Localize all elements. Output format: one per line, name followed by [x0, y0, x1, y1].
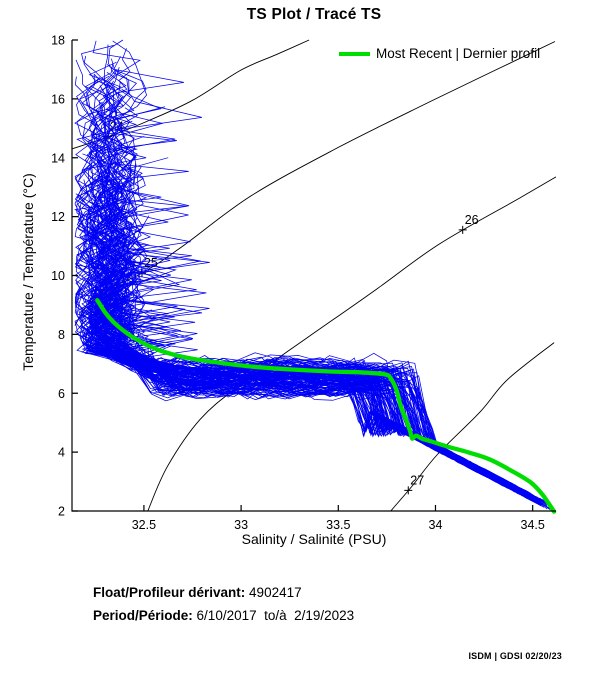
profile-trace [96, 80, 494, 480]
profile-trace [78, 101, 506, 483]
profile-trace [84, 64, 524, 497]
y-tick-label: 10 [51, 269, 65, 283]
profile-trace [103, 40, 498, 478]
profile-trace [87, 70, 499, 478]
period-label: Period/Période: [93, 608, 193, 623]
profile-trace [84, 153, 506, 482]
y-tick-label: 4 [58, 446, 65, 460]
isopycnal-contours [71, 39, 557, 512]
profile-trace [95, 163, 496, 483]
legend-label: Most Recent | Dernier profil [376, 46, 541, 61]
y-tick-label: 16 [51, 92, 65, 106]
x-axis-label: Salinity / Salinité (PSU) [241, 531, 387, 547]
profile-trace [84, 83, 529, 500]
profile-trace [96, 187, 510, 485]
x-tick-label: 33.5 [326, 518, 350, 532]
period-value: 6/10/2017 to/à 2/19/2023 [192, 608, 355, 623]
x-tick-label: 34 [429, 518, 443, 532]
y-tick-label: 18 [51, 34, 65, 48]
profile-trace [89, 274, 492, 475]
profile-trace [105, 107, 518, 489]
credit-text: ISDM | GDSI 02/20/23 [468, 651, 562, 661]
axis-lines [71, 40, 556, 512]
profile-trace [96, 308, 531, 499]
float-id-line: Float/Profileur dérivant: 4902417 [78, 570, 302, 615]
legend: Most Recent | Dernier profil [339, 46, 540, 61]
profile-trace [94, 58, 505, 485]
profile-trace [79, 180, 521, 493]
x-tick-label: 34.5 [521, 518, 545, 532]
profile-trace [95, 200, 545, 508]
contour-label-marker-27 [404, 486, 413, 495]
profile-trace [94, 185, 518, 490]
profile-trace [96, 77, 533, 496]
profile-trace [111, 207, 518, 490]
y-tick-label: 12 [51, 210, 65, 224]
profile-trace [97, 144, 542, 500]
tick-labels: 2 4 6 8 10 12 14 16 18 32.5 33 33.5 34 34.5 [51, 34, 545, 533]
contour-label-26: 26 [465, 213, 479, 227]
contour-label-27: 27 [410, 473, 424, 487]
axis-ticks [72, 39, 534, 512]
y-tick-label: 8 [58, 328, 65, 342]
axes [71, 39, 556, 512]
profile-trace [74, 74, 529, 497]
y-tick-label: 14 [51, 151, 65, 165]
legend-line-swatch [339, 51, 370, 56]
profile-trace [100, 88, 518, 493]
x-tick-label: 32.5 [132, 518, 156, 532]
y-tick-label: 6 [58, 387, 65, 401]
profile-trace [118, 307, 489, 478]
period-line: Period/Période: 6/10/2017 to/à 2/19/2023 [78, 593, 354, 638]
profile-trace [100, 56, 516, 489]
profile-trace [94, 97, 523, 497]
contour-label-marker-26 [458, 225, 467, 234]
isopycnal-line-26 [147, 176, 557, 512]
plot-title: TS Plot / Tracé TS [246, 6, 382, 23]
profile-trace [104, 258, 537, 500]
profile-trace [90, 305, 548, 506]
profile-trace [76, 91, 489, 476]
profile-trace [74, 45, 508, 489]
most-recent-profile-line [95, 298, 557, 514]
x-tick-label: 33 [234, 518, 248, 532]
y-axis-label: Temperature / Température (°C) [20, 173, 36, 371]
profile-trace [87, 40, 493, 474]
float-id-label: Float/Profileur dérivant: [93, 585, 246, 600]
y-tick-label: 2 [58, 505, 65, 519]
profile-trace [76, 76, 536, 499]
contour-label-25: 25 [144, 256, 158, 270]
isopycnal-line-27 [390, 342, 555, 512]
profile-trace [108, 190, 516, 492]
float-id-value: 4902417 [245, 585, 302, 600]
profile-ensemble [74, 39, 555, 511]
